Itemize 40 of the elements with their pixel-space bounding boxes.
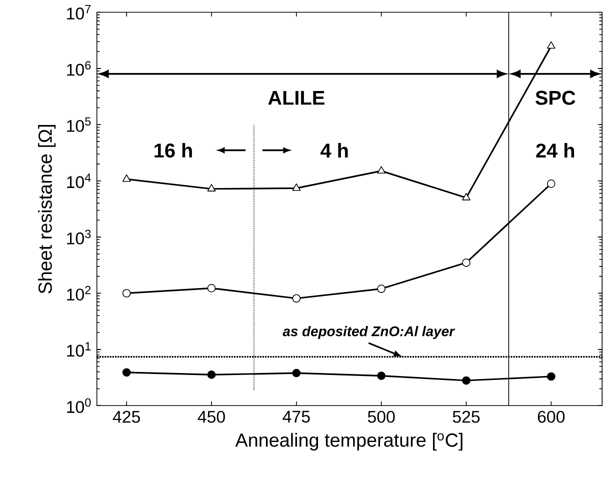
x-tick-label: 500: [368, 411, 395, 424]
point: [207, 284, 216, 293]
point: [462, 193, 470, 201]
x-tick-label: 600: [538, 411, 565, 424]
point: [292, 369, 301, 378]
point: [207, 370, 216, 380]
y-tick-label: 10$^{3}$: [67, 230, 91, 245]
point: [546, 42, 556, 49]
point: [122, 174, 131, 182]
point: [462, 258, 470, 268]
annotation: ALILE: [268, 91, 324, 105]
x-tick-label: 525: [452, 411, 480, 424]
point: [377, 166, 386, 174]
x-tick-label: 450: [198, 411, 225, 424]
point: [207, 184, 216, 192]
point: [546, 372, 556, 381]
y-tick-label: 10$^{6}$: [67, 61, 91, 76]
point: [292, 184, 301, 192]
point: [377, 284, 386, 294]
x-axis-title: Annealing temperature [$^{o}$C]: [235, 433, 462, 451]
y-tick-label: 10$^{7}$: [67, 5, 91, 20]
y-tick-label: 10$^{1}$: [67, 342, 91, 357]
x-tick-label: 425: [112, 411, 140, 424]
point: [546, 180, 556, 188]
y-tick-label: 10$^{4}$: [67, 174, 91, 188]
y-tick-label: 10$^{2}$: [67, 286, 91, 301]
point: [292, 294, 301, 303]
y-tick-label: 10$^{0}$: [67, 398, 91, 414]
annotation: 4 h: [320, 143, 348, 158]
y-axis-title: Sheet resistance [Ω]: [38, 125, 56, 294]
annotation: 24 h: [536, 143, 574, 158]
x-tick-label: 475: [282, 411, 310, 423]
y-tick-label: 10$^{5}$: [67, 118, 91, 132]
point: [462, 376, 470, 385]
point: [122, 368, 131, 377]
point: [377, 372, 386, 380]
annotation: 16 h: [154, 143, 192, 158]
ref-line-label: as deposited ZnO:Al layer: [282, 326, 456, 340]
annotation: SPC: [536, 91, 576, 106]
point: [122, 289, 131, 298]
